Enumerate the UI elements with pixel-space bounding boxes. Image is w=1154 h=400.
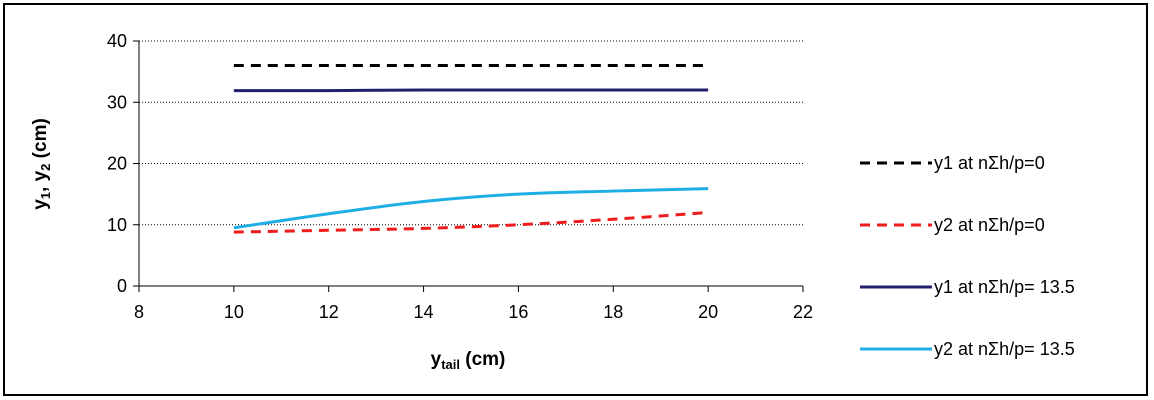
y-axis-title-s1: 1 (38, 192, 53, 199)
tick-labels: 0 10 20 30 40 8 10 12 14 16 18 20 22 (107, 31, 813, 322)
y-axis-title-s2: 2 (38, 164, 53, 171)
series-lines (233, 63, 709, 234)
chart-frame (3, 3, 1148, 396)
series-line-4 (233, 187, 709, 230)
x-axis-title-unit: (cm) (460, 349, 505, 370)
x-tick-label-18: 18 (603, 302, 623, 322)
y-tick-label-20: 20 (107, 154, 127, 174)
legend: y1 at nΣh/p=0 y2 at nΣh/p=0 y1 at nΣh/p= 1… (860, 153, 1075, 359)
legend-label-1: y1 at nΣh/p=0 (934, 153, 1045, 173)
x-tick-label-20: 20 (698, 302, 718, 322)
axes (133, 40, 804, 292)
y-axis-title-v1: y (30, 199, 51, 210)
legend-label-2: y2 at nΣh/p=0 (934, 215, 1045, 235)
series-line-3 (233, 88, 709, 93)
x-tick-label-12: 12 (319, 302, 339, 322)
y-tick-label-10: 10 (107, 215, 127, 235)
y-tick-label-30: 30 (107, 92, 127, 112)
series-line-2 (233, 211, 709, 234)
x-tick-label-10: 10 (224, 302, 244, 322)
legend-label-4: y2 at nΣh/p= 13.5 (934, 339, 1075, 359)
y-axis-title-sep: , (30, 181, 51, 192)
x-tick-label-22: 22 (793, 302, 813, 322)
y-axis-title-v2: y (30, 170, 51, 181)
legend-label-3: y1 at nΣh/p= 13.5 (934, 277, 1075, 297)
y-axis-title: y1, y2 (cm) (30, 118, 53, 210)
x-axis-title-sub: tail (441, 357, 460, 372)
x-axis-title-main: y (431, 349, 442, 370)
x-tick-label-16: 16 (508, 302, 528, 322)
y-tick-label-0: 0 (117, 276, 127, 296)
x-axis-title: ytail (cm) (431, 349, 506, 372)
y-axis-title-unit: (cm) (30, 118, 51, 163)
y-tick-label-40: 40 (107, 31, 127, 51)
x-tick-label-8: 8 (134, 302, 144, 322)
x-tick-label-14: 14 (414, 302, 434, 322)
